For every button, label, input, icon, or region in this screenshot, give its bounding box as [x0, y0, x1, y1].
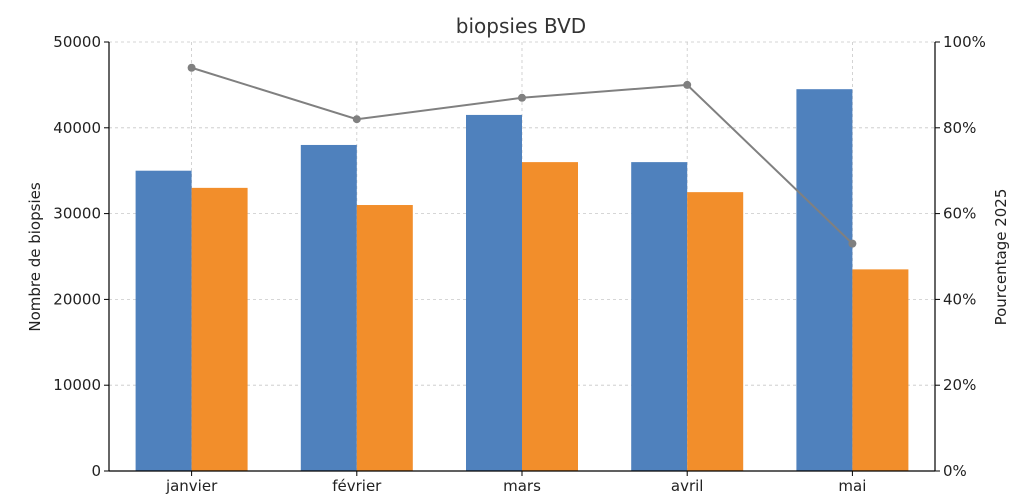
line-point-février [352, 115, 361, 124]
bar-series-2-février [356, 205, 413, 471]
line-point-mars [518, 93, 526, 102]
bars [135, 89, 909, 472]
y2-tick-label: 40% [943, 290, 976, 308]
bar-series-2-janvier [191, 187, 248, 472]
line-point-mai [848, 239, 857, 248]
x-tick-label: janvier [165, 477, 218, 495]
x-tick-label: mai [838, 477, 866, 495]
y2-axis-title: Pourcentage 2025 [992, 189, 1010, 326]
line-point-janvier [187, 63, 196, 72]
x-tick-label: avril [671, 477, 704, 495]
bar-series-1-avril [631, 162, 688, 471]
y-axis-title: Nombre de biopsies [26, 182, 44, 331]
y-tick-label: 50000 [53, 33, 101, 51]
y-tick-label: 30000 [53, 205, 101, 223]
y2-tick-label: 60% [943, 205, 976, 223]
axes: 0 10000 20000 30000 40000 50000 0% 20% 40% 60% 80%… [53, 33, 986, 495]
y2-tick-label: 20% [943, 376, 976, 394]
bar-series-1-mai [796, 89, 853, 471]
line-point-avril [683, 80, 692, 89]
chart-title: biopsies BVD [456, 14, 586, 38]
percentage-line [187, 63, 857, 248]
y2-tick-label: 0% [943, 462, 967, 480]
y-tick-label: 40000 [53, 119, 101, 137]
bar-series-1-janvier [135, 170, 192, 471]
bar-series-2-avril [687, 192, 744, 471]
bar-series-1-mars [466, 114, 522, 472]
y2-tick-label: 100% [943, 33, 986, 51]
bar-series-2-mars [522, 162, 578, 471]
bar-series-2-mai [852, 269, 909, 471]
y2-tick-label: 80% [943, 119, 976, 137]
y-tick-label: 10000 [53, 376, 101, 394]
x-tick-label: mars [503, 477, 541, 495]
bar-series-1-février [300, 144, 357, 471]
y-tick-label: 0 [91, 462, 101, 480]
y-tick-label: 20000 [53, 290, 101, 308]
x-tick-label: février [332, 477, 382, 495]
